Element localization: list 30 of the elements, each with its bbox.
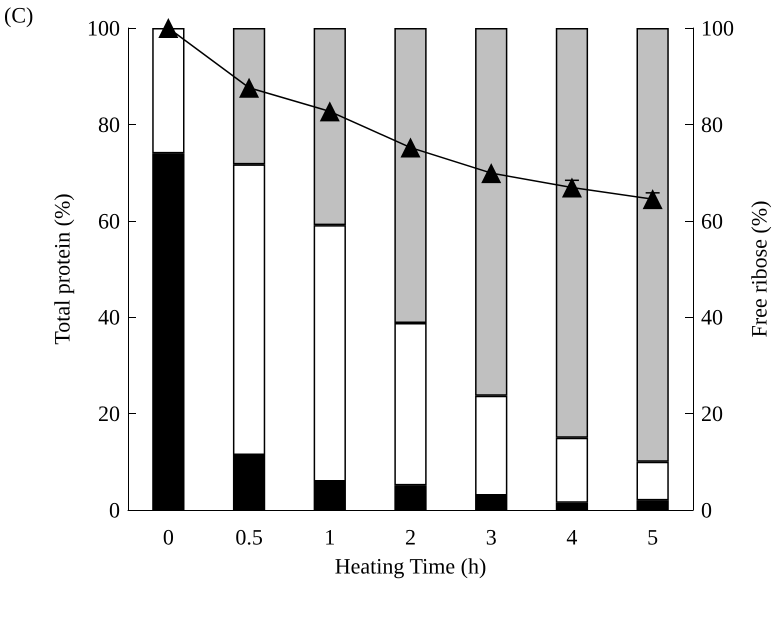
y-axis-title: Total protein (%): [50, 193, 74, 345]
y2-tick-label: 100: [701, 16, 734, 40]
x-tick-label: 0.5: [235, 524, 263, 550]
y-tick-label: 60: [98, 208, 120, 234]
y-tick-label: 80: [98, 112, 120, 137]
point: [642, 189, 663, 210]
x-tick-label: 1: [324, 524, 336, 550]
x-axis-title: Heating Time (h): [334, 554, 486, 578]
point: [239, 78, 260, 98]
x-tick-label: 4: [566, 524, 578, 550]
y2-tick-label: 60: [701, 208, 723, 234]
point: [320, 101, 340, 122]
y2-tick-label: 40: [701, 304, 723, 330]
y2-tick-label: 80: [701, 112, 723, 137]
y2-tick-label: 20: [701, 401, 723, 426]
text: (C): [4, 2, 34, 28]
y2-axis-title: Free ribose (%): [746, 200, 772, 338]
y-tick-label: 100: [87, 16, 120, 40]
y-tick-label: 40: [98, 304, 120, 330]
point: [400, 138, 420, 158]
point: [158, 18, 178, 38]
x-tick-label: 0: [162, 524, 174, 550]
point: [562, 178, 582, 198]
x-tick-label: 5: [647, 524, 658, 550]
y2-tick-label: 0: [701, 498, 712, 522]
x-tick-label: 2: [405, 524, 416, 550]
y-tick-label: 20: [98, 401, 120, 426]
point: [481, 163, 502, 184]
y-tick-label: 0: [109, 498, 120, 522]
x-tick-label: 3: [486, 524, 497, 550]
